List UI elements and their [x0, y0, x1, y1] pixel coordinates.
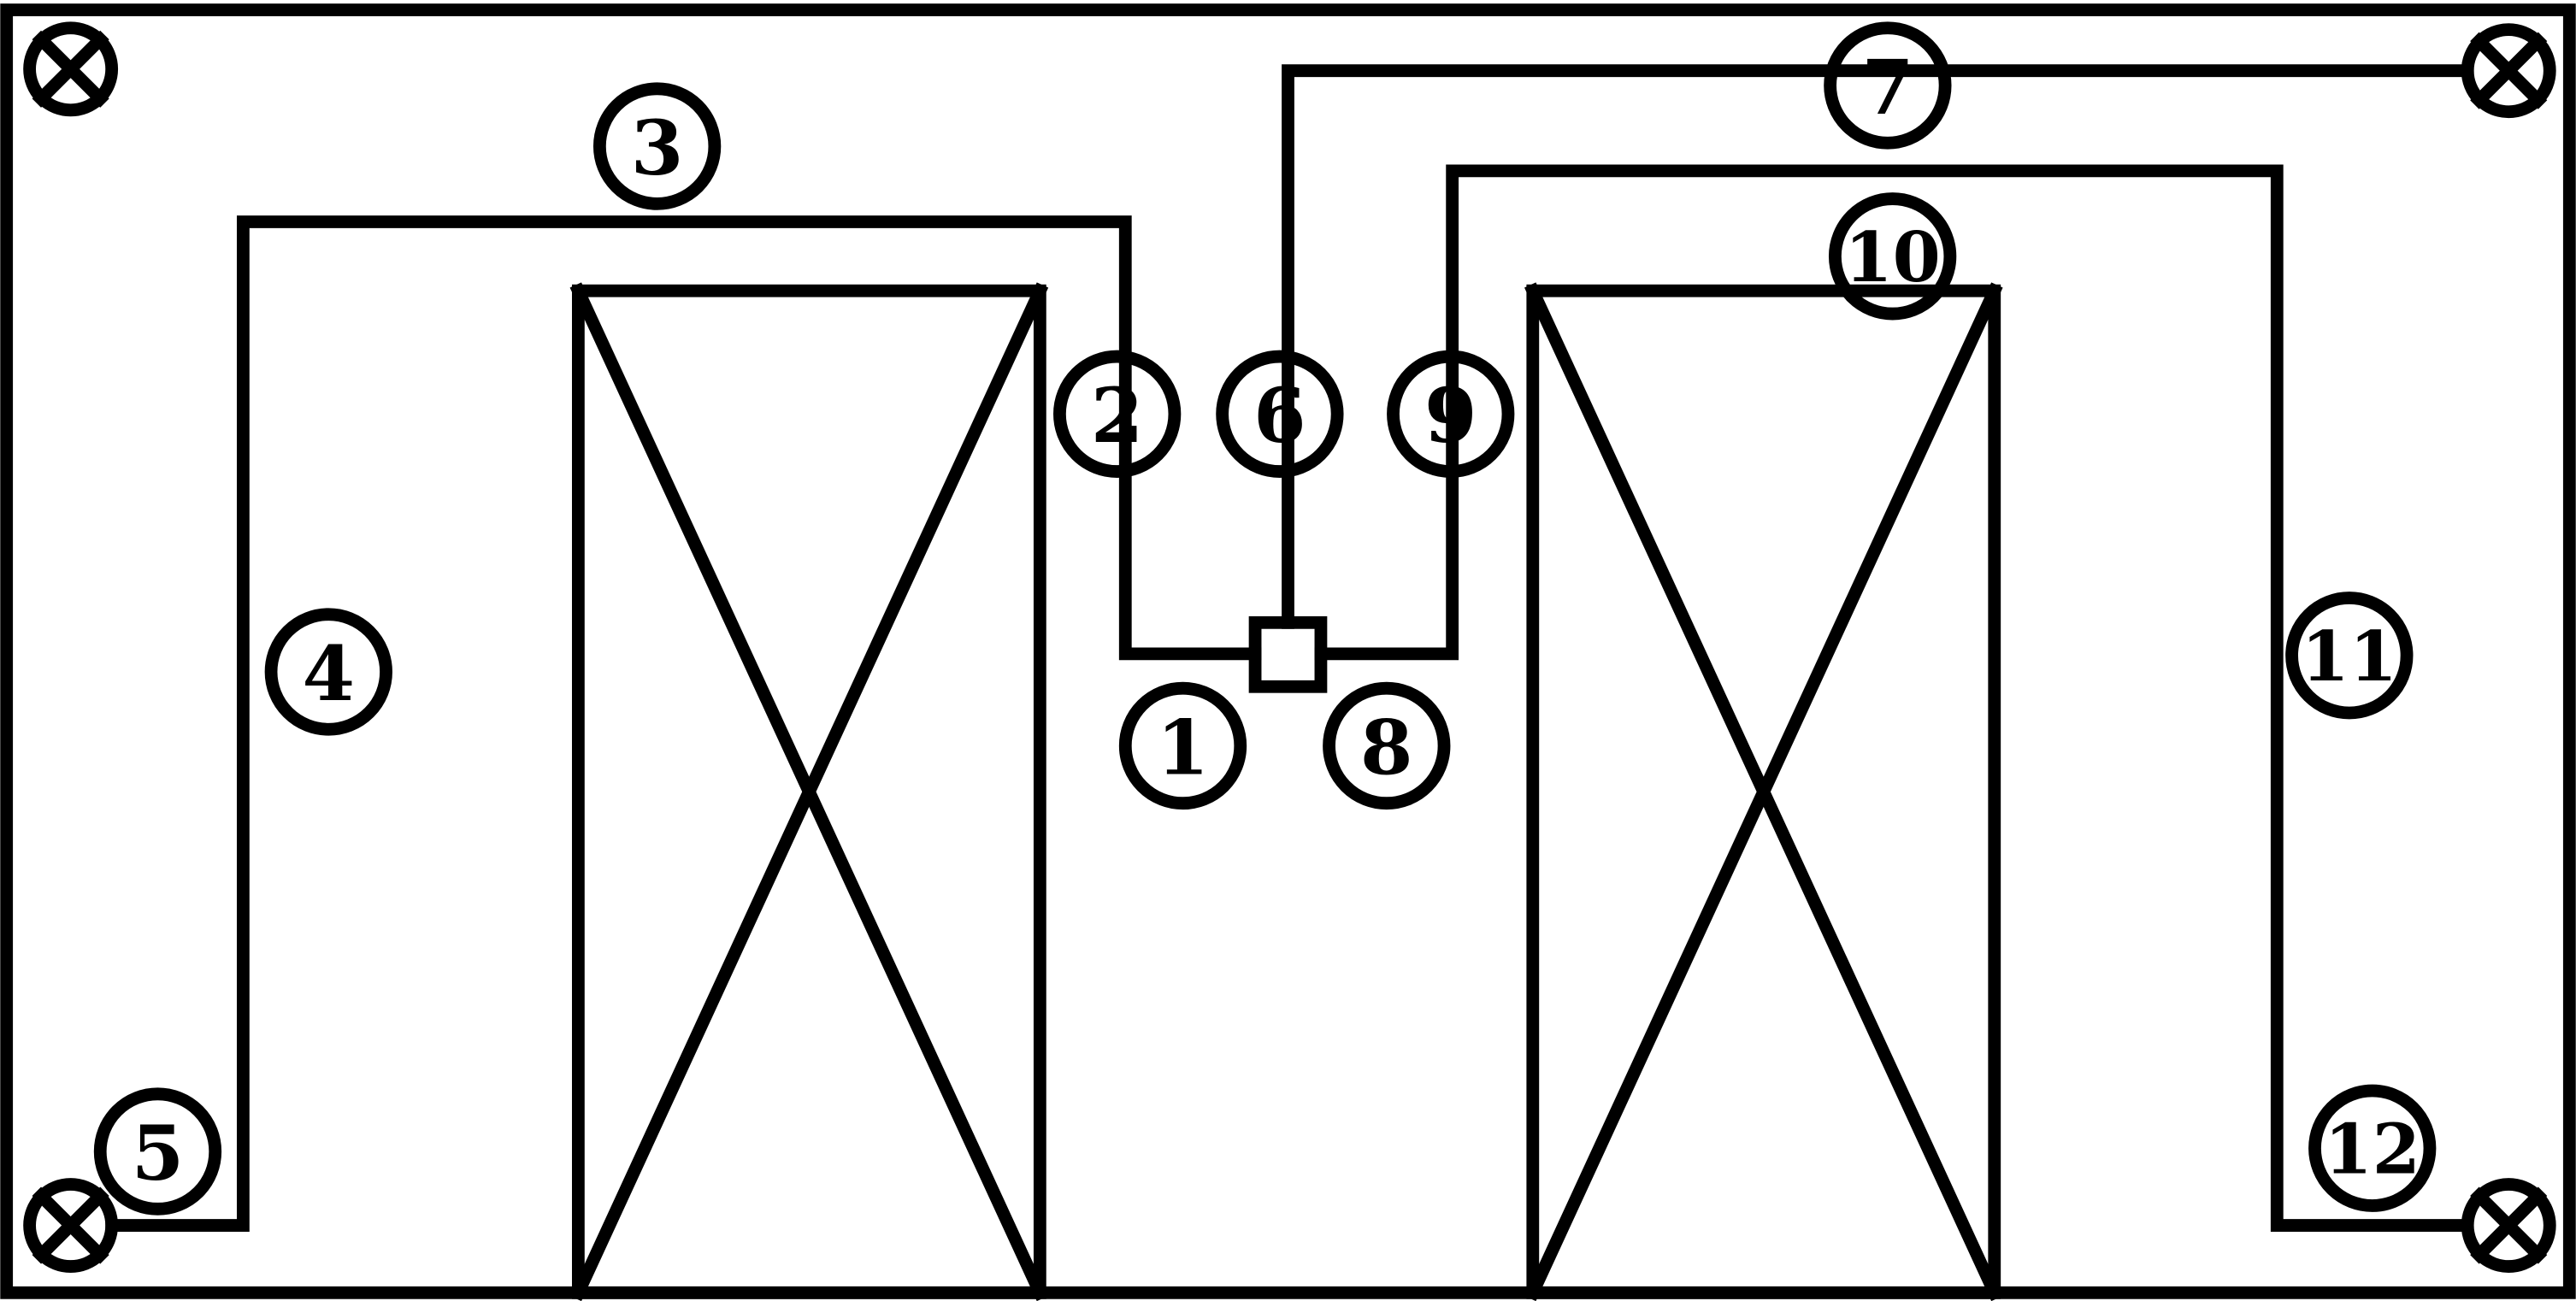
marker-9-label: 9: [1424, 371, 1477, 460]
marker-10-label: 10: [1844, 217, 1940, 298]
marker-2: 2: [1053, 350, 1182, 478]
marker-5-label: 5: [132, 1109, 185, 1198]
marker-7-label: 7: [1861, 43, 1914, 132]
wire-top-run: [1282, 64, 2474, 629]
marker-8-label: 8: [1360, 703, 1413, 792]
marker-3: 3: [592, 82, 722, 210]
lamp-bottom-right-icon: [2461, 1178, 2556, 1273]
marker-7: 7: [1824, 21, 1952, 150]
marker-1-label: 1: [1157, 703, 1210, 792]
marker-12: 12: [2308, 1084, 2437, 1212]
marker-8: 8: [1323, 681, 1451, 810]
marker-4: 4: [264, 608, 392, 736]
marker-3-label: 3: [631, 103, 684, 192]
marker-11: 11: [2285, 592, 2414, 720]
right-bay: [1524, 282, 2003, 1301]
wire-right-run: [1314, 164, 2473, 1232]
marker-11-label: 11: [2302, 616, 2397, 698]
marker-2-label: 2: [1091, 371, 1144, 460]
junction-box: [1248, 615, 1328, 693]
marker-12-label: 12: [2325, 1110, 2420, 1191]
marker-6: 6: [1216, 350, 1344, 478]
left-bay: [569, 282, 1049, 1301]
marker-10: 10: [1828, 192, 1957, 321]
marker-5: 5: [93, 1087, 222, 1216]
lamp-bottom-left-icon: [23, 1178, 119, 1273]
lamp-top-right-icon: [2461, 23, 2556, 119]
marker-4-label: 4: [303, 629, 356, 718]
marker-1: 1: [1118, 681, 1247, 810]
marker-6-label: 6: [1253, 371, 1306, 460]
outer-frame: [0, 3, 2576, 1299]
wire-left-run: [105, 215, 1262, 1232]
marker-9: 9: [1387, 350, 1515, 478]
lamp-top-left-icon: [23, 21, 119, 117]
